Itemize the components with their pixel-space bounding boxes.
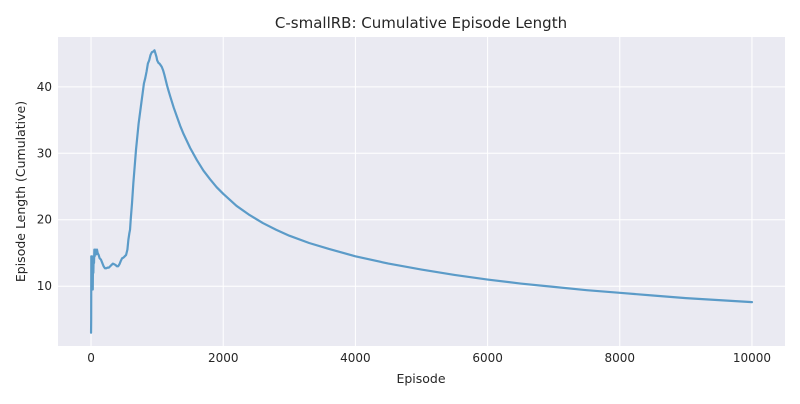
y-tick-label: 40 [37, 80, 52, 94]
x-tick-label: 6000 [472, 351, 503, 365]
y-tick-label: 30 [37, 146, 52, 160]
x-tick-label: 10000 [733, 351, 771, 365]
plot-background [58, 37, 785, 346]
y-axis-label: Episode Length (Cumulative) [13, 101, 28, 282]
x-tick-label: 2000 [208, 351, 239, 365]
x-tick-label: 0 [87, 351, 95, 365]
x-axis-label: Episode [396, 371, 445, 386]
y-tick-labels: 10 20 30 40 [37, 80, 52, 293]
x-tick-label: 8000 [604, 351, 635, 365]
chart-title: C-smallRB: Cumulative Episode Length [275, 14, 567, 32]
y-tick-label: 20 [37, 213, 52, 227]
x-tick-label: 4000 [340, 351, 371, 365]
x-tick-labels: 0 2000 4000 6000 8000 10000 [87, 351, 771, 365]
y-tick-label: 10 [37, 279, 52, 293]
series-layer [89, 49, 754, 334]
series-line-0 [89, 49, 754, 334]
grid-lines [58, 37, 785, 346]
